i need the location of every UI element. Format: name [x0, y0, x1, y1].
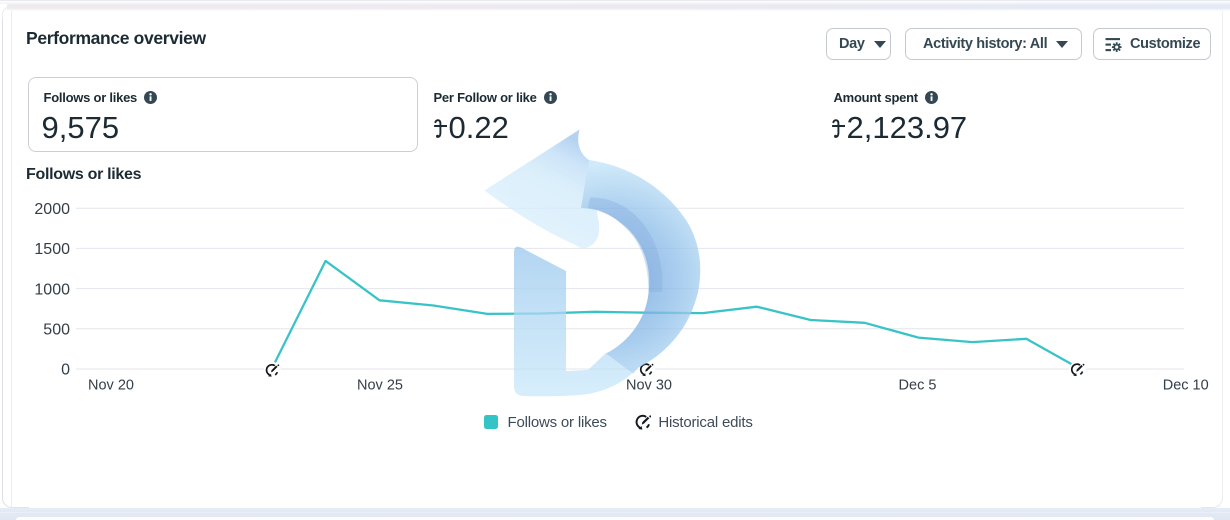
svg-text:Dec 10: Dec 10 — [1163, 377, 1209, 393]
svg-text:Nov 20: Nov 20 — [88, 377, 134, 393]
svg-text:Nov 25: Nov 25 — [357, 377, 403, 393]
svg-text:Dec 5: Dec 5 — [899, 377, 937, 393]
svg-text:Nov 30: Nov 30 — [626, 377, 672, 393]
svg-text:2000: 2000 — [34, 201, 70, 218]
svg-text:0: 0 — [61, 362, 70, 379]
svg-text:1000: 1000 — [34, 281, 70, 298]
svg-text:500: 500 — [43, 322, 70, 339]
svg-text:1500: 1500 — [34, 241, 70, 258]
